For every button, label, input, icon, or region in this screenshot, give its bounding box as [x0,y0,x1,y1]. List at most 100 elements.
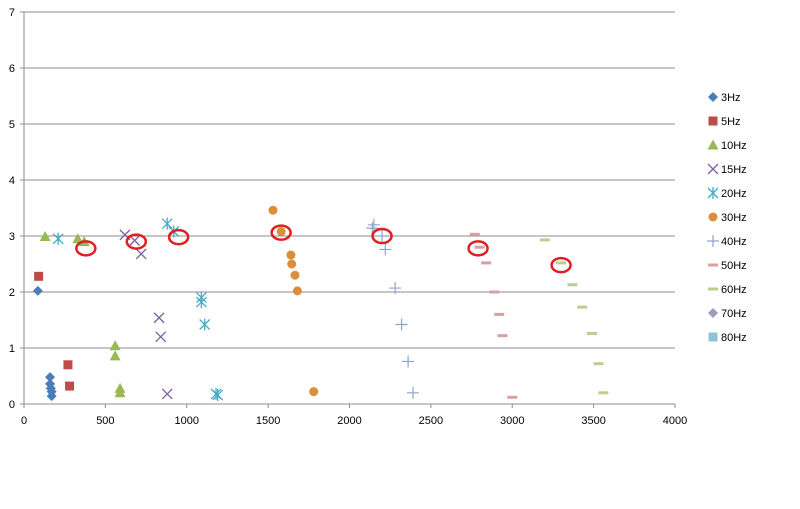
data-point [46,391,57,402]
legend-marker [708,332,718,342]
legend-marker [708,263,718,267]
y-tick-label: 7 [9,7,15,19]
data-point [129,235,141,246]
legend-label: 80Hz [721,332,747,344]
data-point [494,312,505,316]
legend-label: 30Hz [721,212,747,224]
series-40hz [366,218,419,399]
data-point [65,381,75,391]
legend-marker [708,212,718,222]
legend-marker [708,308,718,318]
series-20hz [52,217,224,402]
highlight-ellipse [371,227,393,245]
data-point [52,232,64,245]
x-tick-label: 1500 [256,415,280,427]
y-tick-label: 2 [9,287,15,299]
data-point [539,238,550,242]
data-point [366,222,379,235]
data-point [195,296,207,309]
legend-label: 50Hz [721,260,747,272]
legend-label: 60Hz [721,284,747,296]
x-tick-label: 2500 [419,415,443,427]
data-point [309,387,319,397]
data-point [395,318,408,331]
data-point [135,248,147,260]
data-point [367,218,380,231]
legend-item: 15Hz [707,163,747,176]
legend-item: 10Hz [707,139,747,152]
legend-marker [708,92,718,102]
data-point [474,245,485,249]
data-point [586,331,597,335]
gridlines [24,11,675,349]
data-point [402,355,415,368]
legend-label: 5Hz [721,116,741,128]
data-point [276,227,286,237]
data-point [161,217,173,230]
data-point [489,290,500,294]
data-point [577,305,588,309]
data-point [481,261,492,265]
legend-label: 15Hz [721,164,747,176]
data-point [32,285,43,296]
data-point [507,395,518,399]
highlight-ellipse [467,240,489,257]
data-point [268,205,278,215]
data-point [153,312,165,324]
legend: 3Hz 5Hz 10Hz 15Hz 20Hz 30Hz 40Hz 50Hz 60Hz 70Hz 80… [707,92,747,344]
legend-label: 40Hz [721,236,747,248]
data-point [39,231,51,242]
legend-marker [707,187,719,199]
x-tick-label: 500 [96,415,114,427]
legend-item: 80Hz [708,332,747,344]
data-point [287,259,297,269]
data-point [72,233,84,244]
legend-label: 20Hz [721,188,747,200]
legend-marker [707,163,719,175]
data-point [114,387,126,398]
data-point [155,331,167,343]
series-3hz [32,285,57,402]
data-point [389,282,402,295]
legend-label: 70Hz [721,308,747,320]
data-point [199,318,211,331]
data-point [406,386,419,399]
x-tick-label: 1000 [175,415,199,427]
x-tick-label: 0 [21,415,27,427]
data-point [212,389,224,402]
x-tick-label: 4000 [663,415,687,427]
legend-label: 3Hz [721,92,741,104]
series-30hz [268,205,319,397]
y-tick-label: 5 [9,119,15,131]
data-point [109,340,121,351]
legend-label: 10Hz [721,140,747,152]
series-5hz [34,271,75,391]
data-point [292,286,302,296]
data-point [567,283,578,287]
data-point [63,360,73,370]
legend-item: 50Hz [708,260,747,272]
legend-item: 5Hz [708,116,741,128]
data-point [290,270,300,280]
data-point [469,232,480,236]
legend-marker [708,287,718,291]
highlight-annotations [75,224,572,274]
legend-item: 60Hz [708,284,747,296]
data-point [598,391,609,395]
data-point [556,261,567,265]
data-point [497,334,508,338]
series-10hz [39,231,126,398]
legend-item: 3Hz [708,92,741,104]
data-point [161,388,173,400]
highlight-ellipse [125,233,148,250]
series-15hz [119,229,173,400]
x-tick-label: 3000 [500,415,524,427]
legend-marker [707,235,719,247]
data-point [379,243,392,256]
legend-marker [708,116,718,126]
legend-item: 30Hz [708,212,747,224]
data-point [593,362,604,366]
x-tick-label: 3500 [581,415,605,427]
